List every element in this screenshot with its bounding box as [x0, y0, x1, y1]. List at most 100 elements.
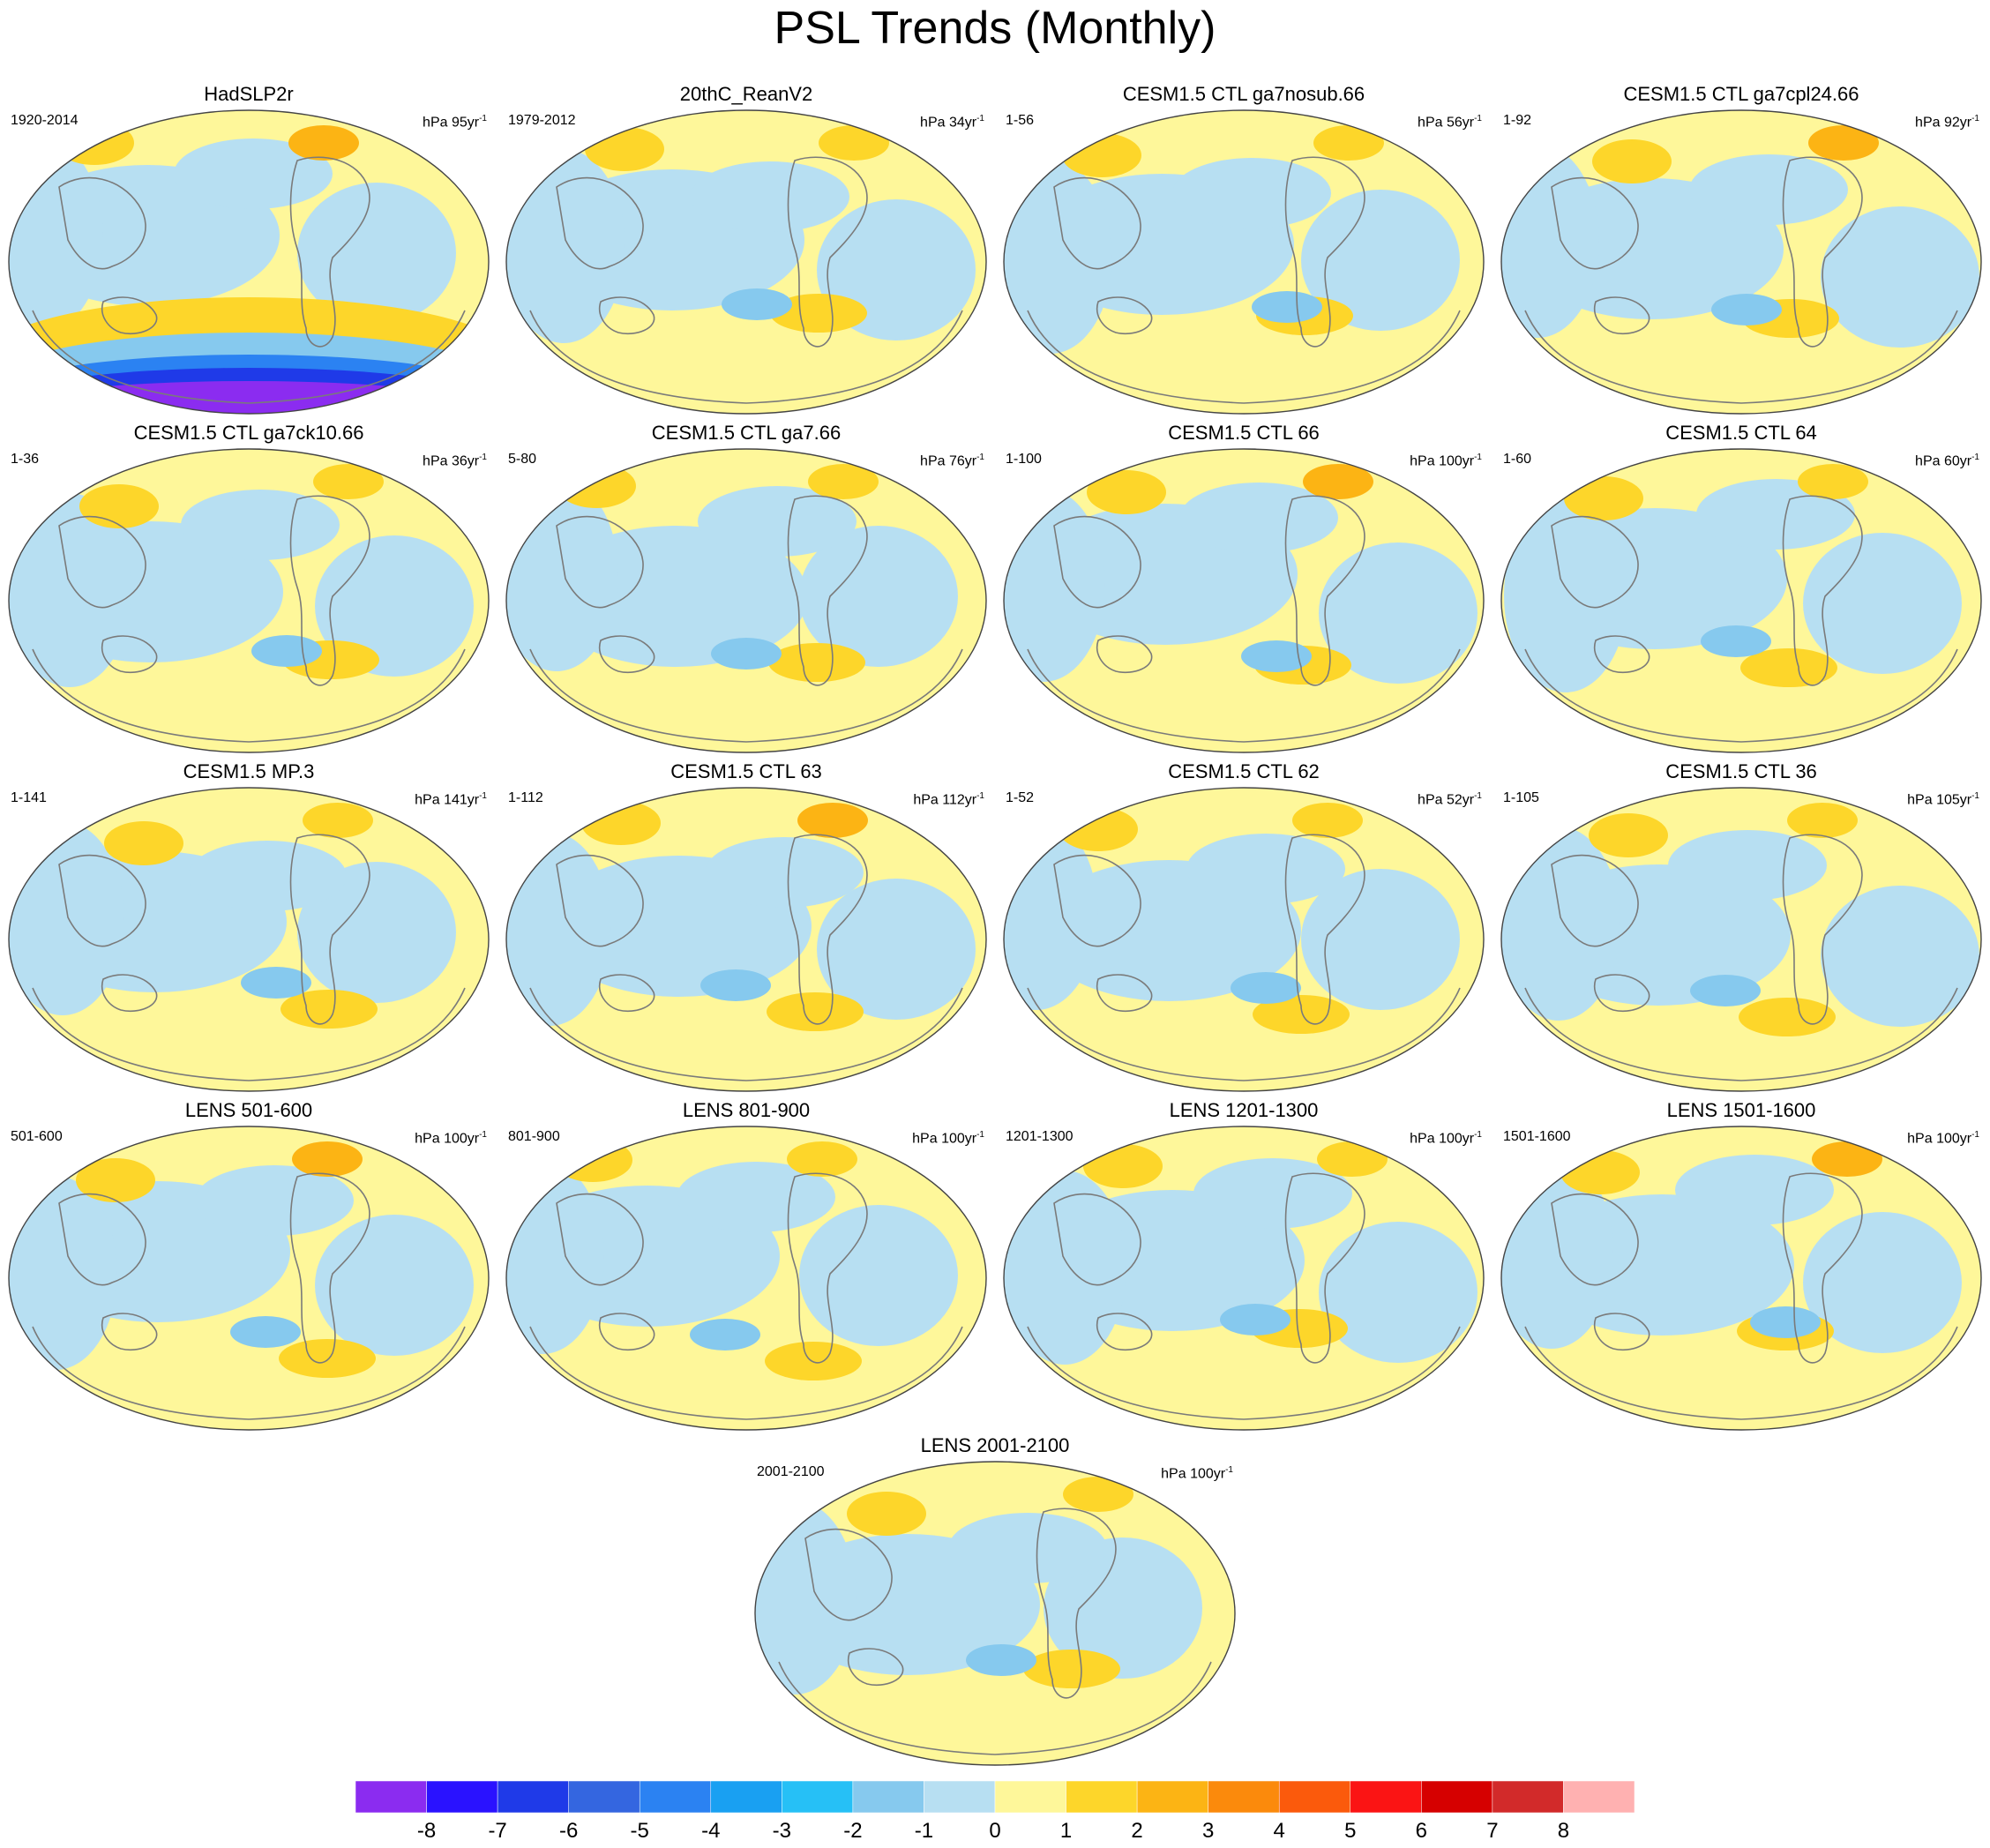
trend-anomaly-blob — [700, 969, 771, 1001]
panel-units: hPa 105yr-1 — [1907, 791, 1979, 808]
map-boundary — [1500, 1126, 1982, 1431]
coastline — [1782, 156, 1863, 348]
panel-title: CESM1.5 CTL 63 — [670, 760, 822, 782]
coastline — [1027, 1326, 1461, 1420]
panel-title: CESM1.5 CTL ga7nosub.66 — [1122, 83, 1365, 105]
trend-map — [1003, 109, 1485, 415]
trend-anomaly-blob — [1303, 464, 1373, 499]
map-panel: CESM1.5 CTL ga7nosub.66 1-56 hPa 56yr-1 — [995, 78, 1492, 423]
panel-year-range: 1979-2012 — [508, 113, 576, 128]
map-panel: 20thC_ReanV2 1979-2012 hPa 34yr-1 — [498, 78, 995, 423]
map-panel: CESM1.5 CTL 63 1-112 hPa 112yr-1 — [498, 755, 995, 1101]
map-panel: CESM1.5 CTL ga7.66 5-80 hPa 76yr-1 — [498, 416, 995, 762]
negative-trend-region — [188, 841, 347, 911]
coastline — [1096, 296, 1153, 334]
trend-anomaly-blob — [79, 484, 159, 528]
panel-units: hPa 100yr-1 — [912, 1130, 984, 1147]
negative-trend-region — [315, 535, 474, 677]
trend-anomaly-blob — [765, 1342, 862, 1380]
map-boundary — [754, 1461, 1236, 1766]
map-panel: LENS 1501-1600 1501-1600 hPa 100yr-1 — [1492, 1094, 1990, 1440]
colorbar-tick-label: 3 — [1201, 1819, 1215, 1843]
coastline — [599, 1313, 655, 1350]
panel-title: 20thC_ReanV2 — [679, 83, 813, 105]
trend-anomaly-blob — [1739, 998, 1836, 1036]
coastline — [1551, 854, 1639, 947]
trend-anomaly-blob — [1252, 291, 1322, 323]
map-panel: CESM1.5 CTL ga7ck10.66 1-36 hPa 36yr-1 — [0, 416, 498, 762]
coastline — [1524, 310, 1958, 404]
negative-trend-region — [506, 149, 625, 343]
trend-anomaly-blob — [1812, 1141, 1882, 1177]
trend-anomaly-blob — [966, 1644, 1036, 1676]
colorbar-labels: -8 -7 -6 -5 -4 -3 -2 -1 0 1 2 3 4 5 6 7 8 — [0, 1819, 1990, 1845]
coastline — [101, 635, 158, 673]
coastline — [1053, 176, 1141, 270]
map-panel: CESM1.5 CTL 62 1-52 hPa 52yr-1 — [995, 755, 1492, 1101]
trend-anomaly-blob — [819, 125, 889, 161]
colorbar-tick-label: 5 — [1344, 1819, 1357, 1843]
coastline — [1284, 834, 1365, 1025]
coastline — [58, 1193, 146, 1286]
negative-trend-region — [174, 138, 333, 209]
negative-trend-region — [1821, 886, 1979, 1027]
map-boundary — [505, 787, 987, 1092]
trend-anomaly-blob — [808, 464, 879, 499]
negative-trend-region — [1675, 1155, 1834, 1225]
trend-anomaly-blob — [1787, 803, 1858, 838]
panel-year-range: 1920-2014 — [11, 113, 79, 128]
trend-anomaly-blob — [76, 1158, 155, 1202]
trend-map — [8, 109, 490, 415]
coastline — [1096, 974, 1153, 1012]
negative-trend-region — [181, 490, 340, 560]
coastline — [529, 1326, 963, 1420]
negative-trend-region — [1179, 483, 1338, 553]
trend-map — [1500, 787, 1982, 1092]
panel-year-range: 501-600 — [11, 1129, 63, 1144]
panel-title: HadSLP2r — [204, 83, 294, 105]
coastline — [804, 1528, 893, 1621]
map-panel: CESM1.5 CTL 36 1-105 hPa 105yr-1 — [1492, 755, 1990, 1101]
panel-year-range: 1-92 — [1503, 113, 1532, 128]
trend-anomaly-blob — [251, 635, 322, 667]
colorbar-tick-label: -4 — [701, 1819, 721, 1843]
trend-anomaly-blob — [1083, 1144, 1163, 1188]
trend-anomaly-blob — [722, 288, 792, 320]
coastline — [101, 1313, 158, 1350]
negative-trend-region — [691, 161, 849, 232]
negative-trend-region — [1501, 827, 1620, 1021]
panel-title: CESM1.5 CTL ga7cpl24.66 — [1623, 83, 1859, 105]
coastline — [1551, 515, 1639, 609]
coastline — [58, 176, 146, 270]
panel-units: hPa 36yr-1 — [423, 453, 487, 469]
coastline — [289, 156, 370, 348]
colorbar-swatch — [1136, 1781, 1208, 1813]
map-panel: LENS 2001-2100 2001-2100 hPa 100yr-1 — [746, 1429, 1244, 1775]
panel-title: LENS 1501-1600 — [1666, 1099, 1816, 1121]
trend-anomaly-blob — [1220, 1304, 1291, 1335]
coastline — [1036, 1508, 1117, 1699]
coastline — [1524, 987, 1958, 1081]
panel-year-range: 1201-1300 — [1006, 1129, 1074, 1144]
colorbar-tick-label: -5 — [630, 1819, 649, 1843]
trend-anomaly-blob — [230, 1316, 301, 1348]
negative-trend-region — [799, 526, 958, 667]
coastline — [1027, 987, 1461, 1081]
coastline — [1524, 648, 1958, 743]
colorbar-tick-label: 1 — [1059, 1819, 1073, 1843]
coastline — [1551, 1193, 1639, 1286]
coastline — [1782, 834, 1863, 1025]
panel-year-range: 1-36 — [11, 452, 40, 467]
trend-map — [8, 1126, 490, 1431]
trend-anomaly-blob — [770, 294, 867, 333]
negative-trend-region — [195, 1165, 354, 1236]
trend-map — [1500, 448, 1982, 753]
trend-anomaly-blob — [1063, 1477, 1133, 1512]
coastline — [787, 834, 868, 1025]
coastline — [1096, 1313, 1153, 1350]
map-panel: HadSLP2r 1920-2014 hPa 95yr-1 — [0, 78, 498, 423]
trend-anomaly-blob — [767, 992, 864, 1031]
map-boundary — [8, 787, 490, 1092]
colorbar-tick-label: 4 — [1273, 1819, 1285, 1843]
map-boundary — [1003, 109, 1485, 415]
